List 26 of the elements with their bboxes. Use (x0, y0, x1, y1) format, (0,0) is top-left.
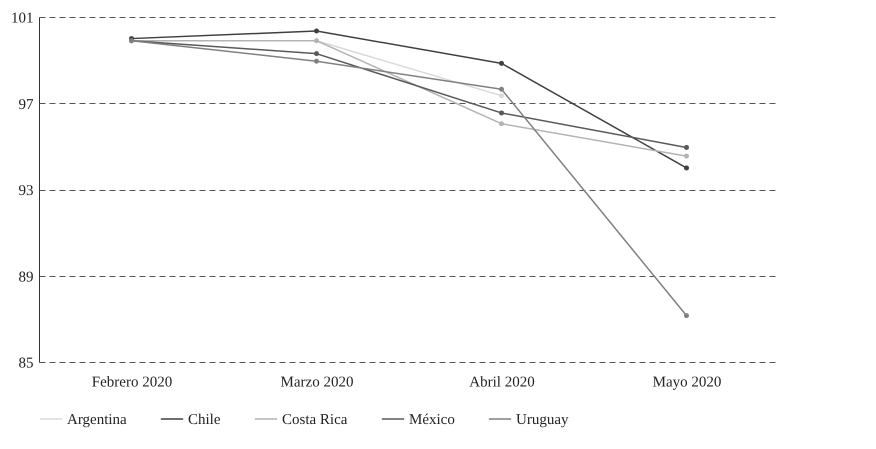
legend-label: Chile (188, 412, 221, 428)
legend-label: Costa Rica (282, 412, 348, 428)
point (684, 313, 689, 318)
point (499, 121, 504, 126)
x-tick-label: Mayo 2020 (652, 374, 722, 390)
legend-label: Argentina (67, 412, 128, 428)
y-tick-label: 97 (18, 96, 34, 113)
point (684, 144, 689, 150)
point (314, 58, 319, 64)
point (499, 93, 504, 98)
y-tick-label: 89 (18, 269, 34, 286)
x-tick-label: Marzo 2020 (280, 374, 354, 390)
point (314, 51, 319, 56)
x-tick-label: Abril 2020 (469, 374, 535, 390)
legend-label: Uruguay (516, 412, 569, 428)
point (684, 154, 689, 159)
y-tick-label: 85 (18, 356, 34, 372)
y-tick-label: 101 (11, 10, 34, 26)
point (499, 86, 504, 92)
x-tick-label: Febrero 2020 (92, 374, 172, 390)
legend-label: México (409, 412, 455, 428)
point (684, 165, 689, 170)
point (499, 110, 504, 116)
point (314, 28, 319, 34)
point (499, 60, 504, 66)
y-tick-label: 93 (18, 183, 34, 199)
